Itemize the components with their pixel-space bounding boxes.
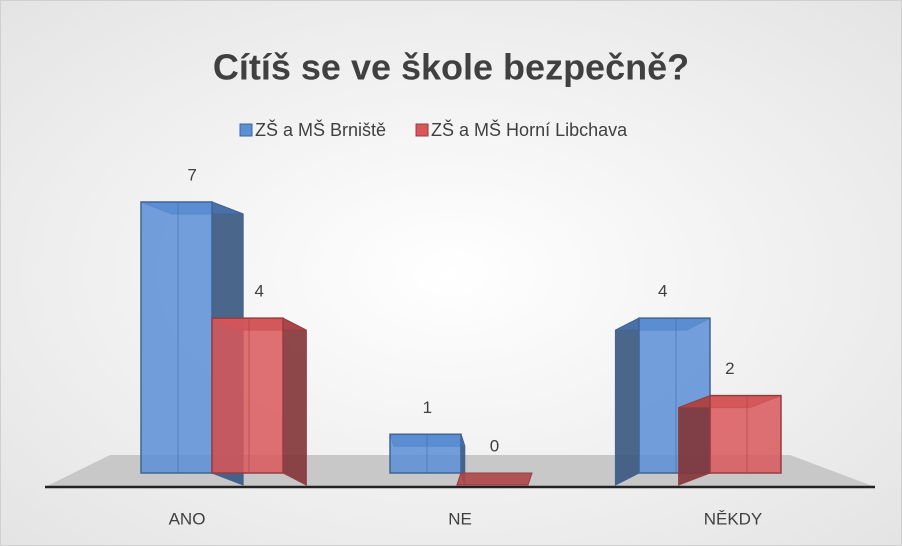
x-tick-label: ANO (169, 509, 206, 528)
bar-side (614, 317, 640, 486)
data-label: 0 (490, 436, 499, 455)
chart-title: Cítíš se ve škole bezpečně? (213, 47, 689, 88)
data-label: 2 (725, 359, 734, 378)
data-label: 7 (187, 165, 196, 184)
x-tick-label: NĚKDY (704, 509, 763, 528)
bar (456, 472, 533, 486)
legend-swatch (239, 123, 253, 137)
bar-side (282, 317, 307, 486)
bar-front (140, 201, 213, 474)
bar-front (211, 317, 284, 474)
legend: ZŠ a MŠ Brniště ZŠ a MŠ Horní Libchava (239, 119, 628, 140)
x-tick-label: NE (448, 509, 472, 528)
bar-side (678, 394, 711, 486)
bar (678, 394, 782, 486)
data-label: 4 (658, 282, 667, 301)
bar-front (389, 433, 462, 474)
bar-front (709, 394, 782, 474)
bar (211, 317, 307, 486)
data-label: 4 (254, 282, 263, 301)
bar-top (456, 472, 533, 486)
bar (389, 433, 466, 486)
legend-swatch (415, 123, 429, 137)
data-label: 1 (423, 398, 432, 417)
legend-label: ZŠ a MŠ Brniště (255, 119, 386, 140)
legend-label: ZŠ a MŠ Horní Libchava (431, 119, 628, 140)
